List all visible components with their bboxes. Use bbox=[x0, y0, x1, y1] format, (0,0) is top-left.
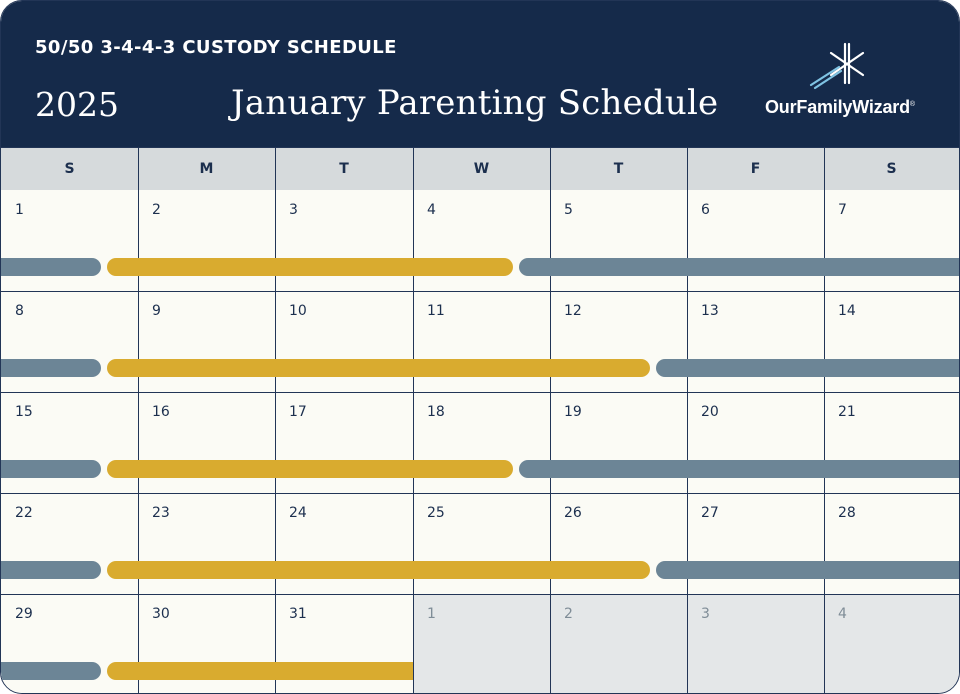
day-cell-next-month[interactable]: 2 bbox=[550, 594, 687, 693]
brand-name-text: OurFamilyWizard bbox=[765, 97, 910, 117]
day-number: 27 bbox=[701, 505, 719, 521]
day-number: 29 bbox=[15, 606, 33, 622]
day-number: 17 bbox=[289, 404, 307, 420]
custody-bar-parent-a bbox=[518, 258, 959, 276]
asterisk-snowflake-logo-icon bbox=[809, 42, 865, 90]
column-divider bbox=[413, 147, 414, 693]
row-divider bbox=[1, 291, 959, 292]
custody-bar-parent-b bbox=[106, 561, 650, 579]
registered-mark: ® bbox=[909, 101, 915, 108]
day-number: 9 bbox=[152, 303, 161, 319]
weekday-label: S bbox=[886, 161, 897, 177]
row-divider bbox=[1, 493, 959, 494]
weekday-label: S bbox=[64, 161, 75, 177]
custody-bar-parent-b bbox=[106, 258, 513, 276]
column-divider bbox=[687, 147, 688, 693]
day-number: 2 bbox=[152, 202, 161, 218]
weekday-label: M bbox=[199, 161, 214, 177]
brand-logo: OurFamilyWizard® bbox=[763, 39, 933, 123]
day-number: 3 bbox=[701, 606, 710, 622]
row-divider bbox=[1, 594, 959, 595]
custody-bar-parent-b bbox=[106, 662, 413, 680]
custody-bar-parent-a bbox=[655, 359, 959, 377]
day-cell-next-month[interactable]: 3 bbox=[687, 594, 824, 693]
day-number: 1 bbox=[15, 202, 24, 218]
day-number: 21 bbox=[838, 404, 856, 420]
day-number: 24 bbox=[289, 505, 307, 521]
day-number: 4 bbox=[838, 606, 847, 622]
day-number: 22 bbox=[15, 505, 33, 521]
day-number: 16 bbox=[152, 404, 170, 420]
day-number: 20 bbox=[701, 404, 719, 420]
calendar-title: January Parenting Schedule bbox=[231, 83, 719, 123]
day-number: 25 bbox=[427, 505, 445, 521]
column-divider bbox=[824, 147, 825, 693]
weekday-label: F bbox=[750, 161, 761, 177]
custody-bar-parent-a bbox=[518, 460, 959, 478]
day-number: 10 bbox=[289, 303, 307, 319]
schedule-subtitle: 50/50 3-4-4-3 CUSTODY SCHEDULE bbox=[35, 37, 397, 58]
custody-bar-parent-a bbox=[1, 460, 101, 478]
day-number: 28 bbox=[838, 505, 856, 521]
brand-name: OurFamilyWizard® bbox=[765, 97, 915, 118]
day-number: 3 bbox=[289, 202, 298, 218]
column-divider bbox=[550, 147, 551, 693]
day-number: 11 bbox=[427, 303, 445, 319]
day-number: 12 bbox=[564, 303, 582, 319]
custody-bar-parent-a bbox=[1, 561, 101, 579]
day-number: 8 bbox=[15, 303, 24, 319]
day-number: 1 bbox=[427, 606, 436, 622]
custody-bar-parent-b bbox=[106, 359, 650, 377]
day-number: 7 bbox=[838, 202, 847, 218]
day-number: 18 bbox=[427, 404, 445, 420]
column-divider bbox=[138, 147, 139, 693]
weekday-label: T bbox=[613, 161, 624, 177]
day-number: 15 bbox=[15, 404, 33, 420]
column-divider bbox=[275, 147, 276, 693]
day-number: 6 bbox=[701, 202, 710, 218]
day-number: 31 bbox=[289, 606, 307, 622]
day-number: 13 bbox=[701, 303, 719, 319]
day-cell-next-month[interactable]: 4 bbox=[824, 594, 959, 693]
day-number: 4 bbox=[427, 202, 436, 218]
day-number: 2 bbox=[564, 606, 573, 622]
calendar-year: 2025 bbox=[35, 85, 119, 124]
custody-bar-parent-b bbox=[106, 460, 513, 478]
custody-bar-parent-a bbox=[1, 258, 101, 276]
row-divider bbox=[1, 392, 959, 393]
day-number: 5 bbox=[564, 202, 573, 218]
day-number: 30 bbox=[152, 606, 170, 622]
custody-bar-parent-a bbox=[1, 359, 101, 377]
weekday-label: W bbox=[473, 161, 490, 177]
custody-bar-parent-a bbox=[1, 662, 101, 680]
day-number: 19 bbox=[564, 404, 582, 420]
custody-bar-parent-a bbox=[655, 561, 959, 579]
weekday-label: T bbox=[339, 161, 349, 177]
day-number: 26 bbox=[564, 505, 582, 521]
calendar-header: 50/50 3-4-4-3 CUSTODY SCHEDULE 2025 Janu… bbox=[1, 1, 959, 147]
day-cell-next-month[interactable]: 1 bbox=[413, 594, 550, 693]
day-number: 14 bbox=[838, 303, 856, 319]
day-number: 23 bbox=[152, 505, 170, 521]
